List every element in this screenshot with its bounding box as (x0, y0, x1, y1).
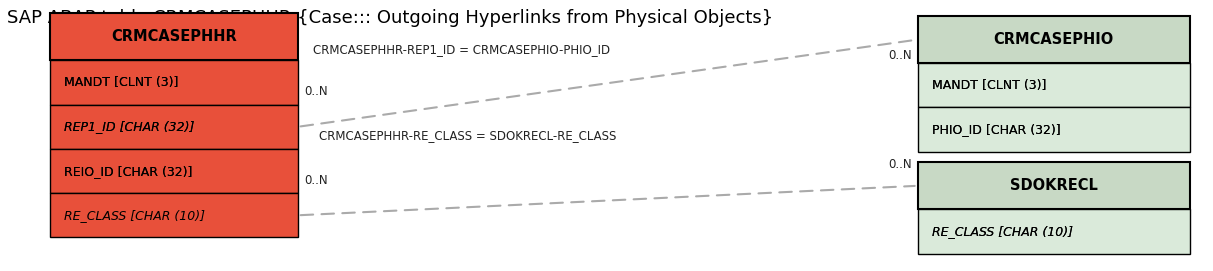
FancyBboxPatch shape (917, 162, 1190, 209)
Text: REP1_ID [CHAR (32)]: REP1_ID [CHAR (32)] (64, 120, 195, 133)
Text: REP1_ID [CHAR (32)]: REP1_ID [CHAR (32)] (64, 120, 195, 133)
Text: MANDT [CLNT (3)]: MANDT [CLNT (3)] (64, 76, 178, 89)
Text: MANDT [CLNT (3)]: MANDT [CLNT (3)] (932, 79, 1047, 92)
Text: MANDT [CLNT (3)]: MANDT [CLNT (3)] (932, 79, 1047, 92)
Text: 0..N: 0..N (888, 49, 911, 62)
Text: SAP ABAP table CRMCASEPHHR {Case::: Outgoing Hyperlinks from Physical Objects}: SAP ABAP table CRMCASEPHHR {Case::: Outg… (7, 9, 774, 27)
Text: RE_CLASS [CHAR (10)]: RE_CLASS [CHAR (10)] (932, 225, 1074, 238)
Text: PHIO_ID [CHAR (32)]: PHIO_ID [CHAR (32)] (932, 123, 1060, 136)
FancyBboxPatch shape (50, 149, 298, 193)
Text: 0..N: 0..N (888, 158, 911, 171)
Text: 0..N: 0..N (304, 174, 328, 187)
Text: RE_CLASS [CHAR (10)]: RE_CLASS [CHAR (10)] (932, 225, 1074, 238)
Text: PHIO_ID [CHAR (32)]: PHIO_ID [CHAR (32)] (932, 123, 1060, 136)
FancyBboxPatch shape (50, 14, 298, 60)
Text: RE_CLASS [CHAR (10)]: RE_CLASS [CHAR (10)] (64, 209, 205, 222)
FancyBboxPatch shape (917, 63, 1190, 107)
Text: REIO_ID [CHAR (32)]: REIO_ID [CHAR (32)] (64, 164, 193, 178)
FancyBboxPatch shape (50, 60, 298, 105)
FancyBboxPatch shape (917, 107, 1190, 151)
Text: CRMCASEPHIO: CRMCASEPHIO (993, 32, 1114, 47)
FancyBboxPatch shape (917, 16, 1190, 63)
Text: SDOKRECL: SDOKRECL (1009, 178, 1098, 193)
Text: REIO_ID [CHAR (32)]: REIO_ID [CHAR (32)] (64, 164, 193, 178)
Text: CRMCASEPHHR-REP1_ID = CRMCASEPHIO-PHIO_ID: CRMCASEPHHR-REP1_ID = CRMCASEPHIO-PHIO_I… (313, 43, 610, 56)
Text: CRMCASEPHHR-RE_CLASS = SDOKRECL-RE_CLASS: CRMCASEPHHR-RE_CLASS = SDOKRECL-RE_CLASS (319, 129, 616, 142)
Text: MANDT [CLNT (3)]: MANDT [CLNT (3)] (64, 76, 178, 89)
Text: 0..N: 0..N (304, 85, 328, 98)
FancyBboxPatch shape (50, 193, 298, 237)
Text: CRMCASEPHHR: CRMCASEPHHR (110, 30, 237, 44)
FancyBboxPatch shape (50, 105, 298, 149)
FancyBboxPatch shape (917, 209, 1190, 253)
